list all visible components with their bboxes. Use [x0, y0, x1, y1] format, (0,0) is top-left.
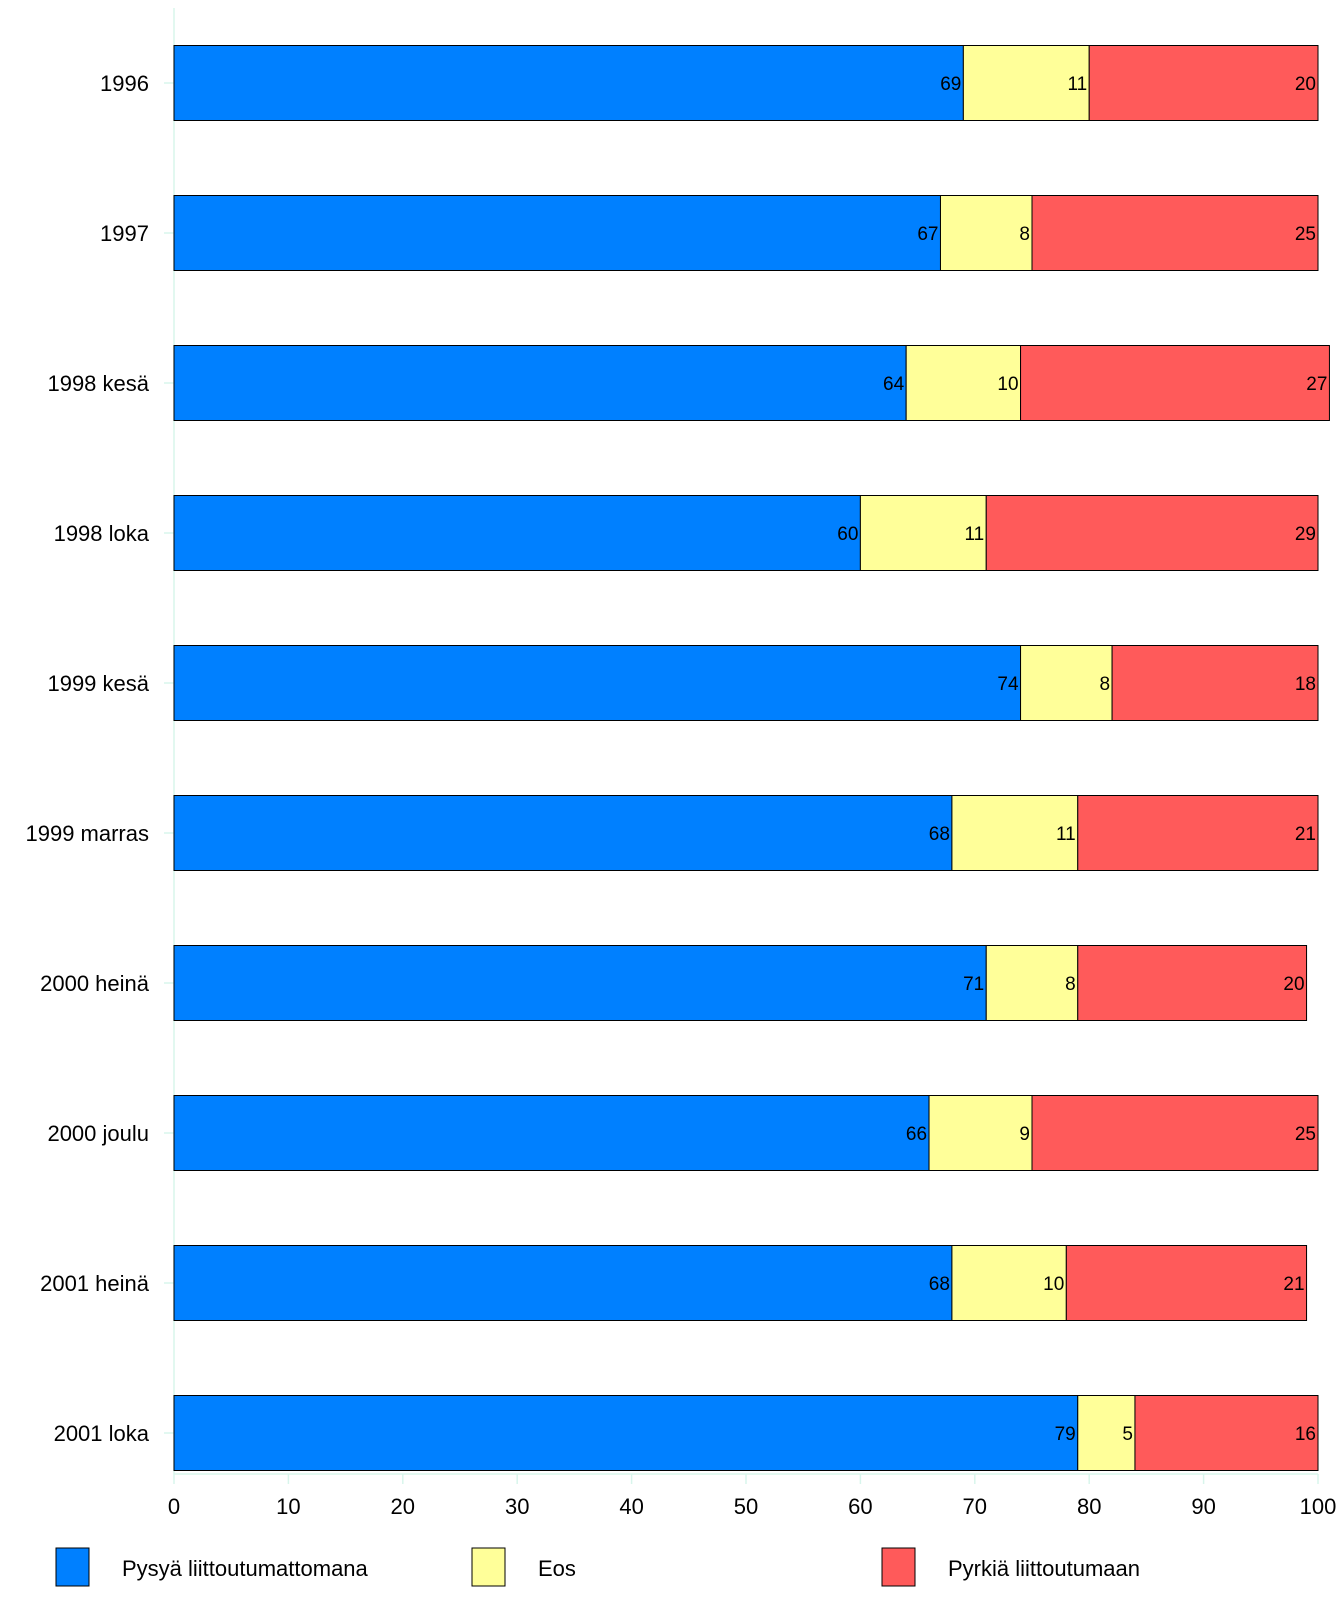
legend-label: Eos — [538, 1556, 576, 1581]
data-label: 69 — [940, 74, 961, 95]
legend-label: Pysyä liittoutumattomana — [122, 1556, 369, 1581]
bar-segment — [951, 1245, 1067, 1321]
bar-segment — [173, 1095, 930, 1171]
category-label: 2000 joulu — [47, 1121, 149, 1146]
bar-segment — [173, 645, 1022, 721]
bar-segment — [1077, 1395, 1136, 1471]
x-tick-label: 0 — [168, 1494, 180, 1519]
x-tick-label: 30 — [505, 1494, 529, 1519]
bar-segment — [1077, 795, 1319, 871]
data-label: 29 — [1295, 524, 1316, 545]
data-label: 68 — [929, 824, 950, 845]
bar-segment — [1031, 1095, 1319, 1171]
bar-segment — [985, 945, 1079, 1021]
data-label: 25 — [1295, 224, 1316, 245]
data-label: 71 — [963, 974, 984, 995]
category-label: 1996 — [100, 71, 149, 96]
data-label: 66 — [906, 1124, 927, 1145]
data-label: 11 — [965, 524, 985, 545]
bar-segment — [173, 45, 964, 121]
bar-segment — [1020, 645, 1113, 721]
data-label: 60 — [837, 524, 858, 545]
bars — [173, 45, 1330, 1471]
bar-segment — [1077, 945, 1308, 1021]
x-tick-label: 80 — [1077, 1494, 1101, 1519]
bar-segment — [173, 945, 987, 1021]
bar-segment — [173, 345, 907, 421]
bar-segment — [985, 495, 1319, 571]
data-label: 8 — [1065, 974, 1076, 995]
data-label: 8 — [1019, 224, 1030, 245]
data-labels: 69 11 20 67 8 25 64 10 27 60 11 29 74 8 18 68 11 21 71 8 20 6… — [837, 74, 1327, 1445]
bar-segment — [928, 1095, 1033, 1171]
bar-segment — [1020, 345, 1330, 421]
bar-segment — [962, 45, 1090, 121]
category-label: 2000 heinä — [40, 971, 150, 996]
x-tick-label: 60 — [848, 1494, 872, 1519]
data-label: 10 — [997, 374, 1018, 395]
category-label: 1998 loka — [54, 521, 150, 546]
data-label: 16 — [1295, 1424, 1316, 1445]
legend-swatch — [881, 1547, 916, 1587]
legend: Pysyä liittoutumattomana Eos Pyrkiä liitto… — [55, 1547, 1140, 1587]
category-label: 1998 kesä — [47, 371, 149, 396]
data-label: 25 — [1295, 1124, 1316, 1145]
x-tick-label: 10 — [276, 1494, 300, 1519]
data-label: 74 — [997, 674, 1019, 695]
bar-segment — [859, 495, 987, 571]
bar-segment — [1065, 1245, 1308, 1321]
data-label: 27 — [1306, 374, 1327, 395]
x-tick-label: 50 — [734, 1494, 758, 1519]
data-label: 67 — [917, 224, 938, 245]
bar-segment — [939, 195, 1033, 271]
x-tick-label: 70 — [963, 1494, 987, 1519]
data-label: 5 — [1122, 1424, 1133, 1445]
data-label: 11 — [1067, 74, 1087, 95]
bar-segment — [173, 1245, 953, 1321]
axes: 0 10 20 30 40 50 60 70 80 90 100 1996 1997 1998 kesä 1… — [25, 8, 1336, 1519]
bar-segment — [1088, 45, 1319, 121]
category-label: 1999 kesä — [47, 671, 149, 696]
data-label: 21 — [1295, 824, 1316, 845]
bar-segment — [1031, 195, 1319, 271]
bar-segment — [1111, 645, 1319, 721]
legend-label: Pyrkiä liittoutumaan — [948, 1556, 1140, 1581]
data-label: 68 — [929, 1274, 950, 1295]
data-label: 21 — [1283, 1274, 1304, 1295]
data-label: 9 — [1019, 1124, 1030, 1145]
data-label: 64 — [883, 374, 905, 395]
data-label: 10 — [1043, 1274, 1064, 1295]
legend-swatch — [471, 1547, 506, 1587]
bar-segment — [1134, 1395, 1319, 1471]
bar-segment — [173, 495, 861, 571]
legend-swatch — [55, 1547, 90, 1587]
category-label: 1999 marras — [25, 821, 149, 846]
bar-segment — [951, 795, 1079, 871]
data-label: 18 — [1295, 674, 1316, 695]
category-label: 2001 heinä — [40, 1271, 150, 1296]
category-label: 2001 loka — [54, 1421, 150, 1446]
data-label: 79 — [1055, 1424, 1076, 1445]
data-label: 20 — [1295, 74, 1316, 95]
data-label: 20 — [1283, 974, 1304, 995]
data-label: 11 — [1056, 824, 1076, 845]
x-tick-label: 20 — [391, 1494, 415, 1519]
category-label: 1997 — [100, 221, 149, 246]
bar-segment — [173, 195, 941, 271]
x-tick-label: 90 — [1191, 1494, 1215, 1519]
bar-segment — [173, 1395, 1079, 1471]
bar-segment — [905, 345, 1022, 421]
x-tick-label: 100 — [1300, 1494, 1337, 1519]
data-label: 8 — [1100, 674, 1111, 695]
bar-segment — [173, 795, 953, 871]
x-tick-label: 40 — [619, 1494, 643, 1519]
